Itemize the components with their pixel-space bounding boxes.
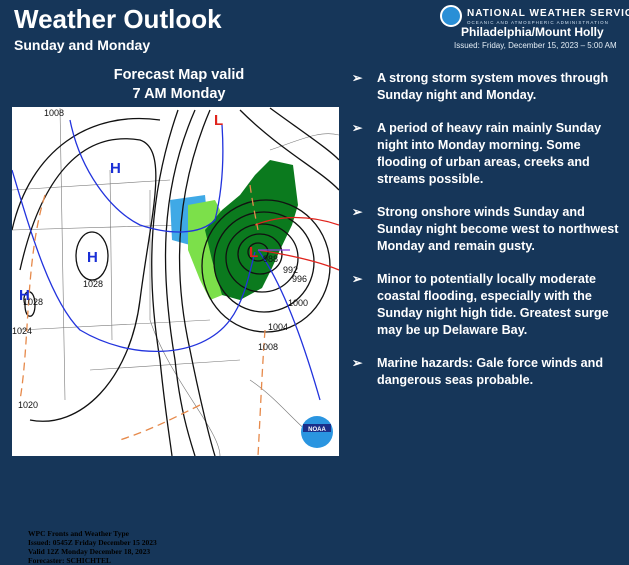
isobar-label: 1024 [12,326,32,336]
page-subtitle: Sunday and Monday [14,37,151,53]
high-center-1: H [110,160,121,177]
precipitation [170,160,298,300]
bullet-item: ➢ Strong onshore winds Sunday and Sunday … [352,204,627,255]
map-svg: L H H H L 1008 1028 1028 1024 988 992 99… [12,107,339,456]
isobar-label: 1000 [288,298,308,308]
isobar-label: 1008 [258,342,278,352]
low-center-main: L [249,244,258,261]
fronts [12,119,339,456]
high-center-3: H [19,287,30,304]
pressure-centers: L H H H L [19,112,258,304]
warm-front-south [257,249,339,271]
caption-line: Issued: 0545Z Friday December 15 2023 [28,538,157,547]
isobar-label: 1028 [23,297,43,307]
isobar-label: 1020 [18,400,38,410]
agency-name: NATIONAL WEATHER SERVICE [467,8,629,19]
cold-front-north [69,119,224,233]
map-title-line2: 7 AM Monday [132,86,226,102]
bullet-text: Strong onshore winds Sunday and Sunday n… [377,205,619,253]
caption-line: Forecaster: SCHICHTEL [28,556,111,565]
troughs [19,184,266,456]
bullet-item: ➢ A period of heavy rain mainly Sunday ni… [352,120,627,188]
cold-front-south [12,169,256,352]
noaa-logo: NOAA [301,416,333,448]
map-caption: WPC Fronts and Weather Type Issued: 0545… [28,529,157,565]
isobar-label: 1028 [83,279,103,289]
isobar-label: 1004 [268,322,288,332]
arrow-right-icon: ➢ [352,205,363,219]
isobar-label: 992 [283,265,298,275]
forecast-map: L H H H L 1008 1028 1028 1024 988 992 99… [12,107,339,565]
caption-line: WPC Fronts and Weather Type [28,529,129,538]
bullet-item: ➢ Marine hazards: Gale force winds and da… [352,355,627,389]
outlook-bullets: ➢ A strong storm system moves through Sun… [352,70,627,405]
arrow-right-icon: ➢ [352,272,363,286]
isobar-label: 996 [292,274,307,284]
isobar-label: 988 [263,254,278,264]
bullet-item: ➢ A strong storm system moves through Sun… [352,70,627,104]
state-borders [12,107,339,456]
noaa-logo-text: NOAA [308,427,326,433]
cold-front-offshore [257,249,321,401]
bullet-item: ➢ Minor to potentially locally moderate c… [352,271,627,339]
office-name: Philadelphia/Mount Holly [461,25,604,39]
bullet-text: Minor to potentially locally moderate co… [377,272,609,337]
map-title: Forecast Map valid 7 AM Monday [60,66,298,104]
bullet-text: Marine hazards: Gale force winds and dan… [377,356,604,387]
high-center-2: H [87,249,98,266]
warm-front [254,216,339,226]
pressure-labels: 1008 1028 1028 1024 988 992 996 1000 100… [12,108,308,410]
nws-logo-icon [440,5,462,27]
bullet-text: A strong storm system moves through Sund… [377,71,609,102]
map-title-line1: Forecast Map valid [113,67,245,83]
arrow-right-icon: ➢ [352,121,363,135]
caption-line: Valid 12Z Monday December 18, 2023 [28,547,151,556]
low-center-north: L [214,112,223,129]
arrow-right-icon: ➢ [352,71,363,85]
arrow-right-icon: ➢ [352,356,363,370]
heavy-rain-area [205,160,298,300]
page-title: Weather Outlook [14,4,222,34]
agency-subname: OCEANIC AND ATMOSPHERIC ADMINISTRATION [467,20,609,25]
isobar-label: 1008 [44,108,64,118]
issued-time: Issued: Friday, December 15, 2023 – 5:00… [454,41,617,50]
bullet-text: A period of heavy rain mainly Sunday nig… [377,121,602,186]
